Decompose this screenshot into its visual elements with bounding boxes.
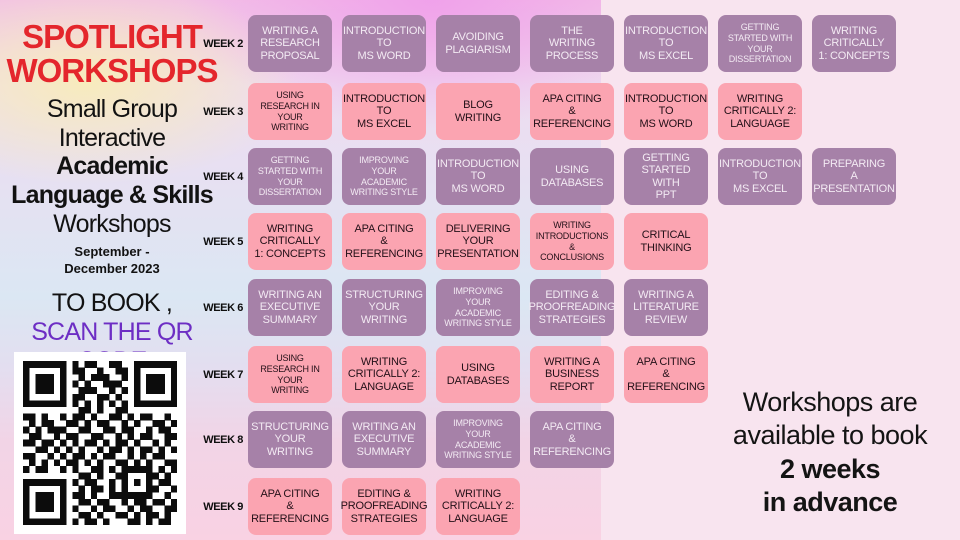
booking-notice-line4: in advance [762,487,898,518]
info-panel: SPOTLIGHT WORKSHOPS Small Group Interact… [0,20,224,376]
workshop-card: THE WRITING PROCESS [530,15,614,72]
week-row: WEEK 4 GETTING STARTED WITH YOUR DISSERTA… [193,148,896,205]
subtitle-line: Interactive [58,123,166,152]
booking-notice: Workshops are available to book 2 weeks … [690,386,960,520]
week-label: WEEK 6 [203,301,243,314]
workshop-card: WRITING CRITICALLY 2: LANGUAGE [342,346,426,403]
qr-code [14,352,186,534]
workshop-card: WRITING AN EXECUTIVE SUMMARY [248,279,332,336]
workshop-card: WRITING A RESEARCH PROPOSAL [248,15,332,72]
poster-title: SPOTLIGHT WORKSHOPS [0,20,224,88]
poster-subtitle: Small Group Interactive Academic Languag… [0,95,224,239]
booking-instruction: TO BOOK , SCAN THE QR CODE [0,289,224,376]
subtitle-line: Small Group [46,94,178,123]
workshop-card: IMPROVING YOUR ACADEMIC WRITING STYLE [342,148,426,205]
workshop-card: USING DATABASES [436,346,520,403]
workshop-card: INTRODUCTION TO MS EXCEL [624,15,708,72]
workshop-card: IMPROVING YOUR ACADEMIC WRITING STYLE [436,279,520,336]
workshop-card: APA CITING & REFERENCING [342,213,426,270]
week-row: WEEK 9 APA CITING & REFERENCING EDITING & … [193,478,520,535]
workshop-card: INTRODUCTION TO MS WORD [342,15,426,72]
workshop-card: APA CITING & REFERENCING [624,346,708,403]
booking-line1: TO BOOK , [51,288,173,317]
workshop-card: GETTING STARTED WITH PPT [624,148,708,205]
workshop-card: USING RESEARCH IN YOUR WRITING [248,83,332,140]
workshop-card: WRITING A LITERATURE REVIEW [624,279,708,336]
workshop-card: GETTING STARTED WITH YOUR DISSERTATION [718,15,802,72]
workshop-card: INTRODUCTION TO MS WORD [624,83,708,140]
week-label: WEEK 2 [203,37,243,50]
poster-title-line1: SPOTLIGHT [22,18,203,55]
workshop-card: GETTING STARTED WITH YOUR DISSERTATION [248,148,332,205]
workshop-card: CRITICAL THINKING [624,213,708,270]
week-label: WEEK 8 [203,433,243,446]
week-row: WEEK 7 USING RESEARCH IN YOUR WRITING WRIT… [193,346,708,403]
date-range-line2: December 2023 [64,260,160,276]
workshop-card: WRITING A BUSINESS REPORT [530,346,614,403]
workshop-card: APA CITING & REFERENCING [530,411,614,468]
subtitle-line: Workshops [53,209,171,238]
workshop-card: WRITING CRITICALLY 2: LANGUAGE [718,83,802,140]
workshop-card: INTRODUCTION TO MS EXCEL [342,83,426,140]
workshop-card: EDITING & PROOFREADING STRATEGIES [341,478,428,535]
subtitle-line: Language & Skills [11,181,214,210]
booking-notice-line3: 2 weeks [779,453,881,484]
poster-title-line2: WORKSHOPS [6,51,218,89]
date-range-line1: September - [74,243,150,259]
workshop-card: USING RESEARCH IN YOUR WRITING [248,346,332,403]
week-label: WEEK 7 [203,368,243,381]
booking-notice-line1: Workshops are [742,387,918,417]
workshop-card: WRITING CRITICALLY 1: CONCEPTS [248,213,332,270]
workshop-card: WRITING INTRODUCTIONS & CONCLUSIONS [530,213,614,270]
date-range: September - December 2023 [0,244,224,278]
booking-notice-line2: available to book [732,420,928,451]
week-row: WEEK 3 USING RESEARCH IN YOUR WRITING INTR… [193,83,802,140]
workshop-card: USING DATABASES [530,148,614,205]
week-row: WEEK 6 WRITING AN EXECUTIVE SUMMARY STRUCT… [193,279,708,336]
subtitle-line: Academic [56,152,169,181]
week-label: WEEK 5 [203,235,243,248]
workshop-card: DELIVERING YOUR PRESENTATION [436,213,520,270]
qr-code-image [23,361,177,525]
workshop-card: WRITING CRITICALLY 1: CONCEPTS [812,15,896,72]
workshop-card: APA CITING & REFERENCING [248,478,332,535]
workshop-card: WRITING AN EXECUTIVE SUMMARY [342,411,426,468]
week-label: WEEK 9 [203,500,243,513]
workshop-card: EDITING & PROOFREADING STRATEGIES [529,279,616,336]
workshop-card: IMPROVING YOUR ACADEMIC WRITING STYLE [436,411,520,468]
week-label: WEEK 4 [203,170,243,183]
workshop-card: INTRODUCTION TO MS EXCEL [718,148,802,205]
workshop-card: APA CITING & REFERENCING [530,83,614,140]
workshop-card: AVOIDING PLAGIARISM [436,15,520,72]
workshop-card: PREPARING A PRESENTATION [812,148,896,205]
workshop-card: INTRODUCTION TO MS WORD [436,148,520,205]
workshop-card: STRUCTURING YOUR WRITING [248,411,332,468]
workshop-card: BLOG WRITING [436,83,520,140]
workshop-card: WRITING CRITICALLY 2: LANGUAGE [436,478,520,535]
workshop-card: STRUCTURING YOUR WRITING [342,279,426,336]
week-row: WEEK 8 STRUCTURING YOUR WRITING WRITING AN… [193,411,614,468]
week-row: WEEK 2 WRITING A RESEARCH PROPOSAL INTRODU… [193,15,896,72]
week-row: WEEK 5 WRITING CRITICALLY 1: CONCEPTS APA … [193,213,708,270]
week-label: WEEK 3 [203,105,243,118]
